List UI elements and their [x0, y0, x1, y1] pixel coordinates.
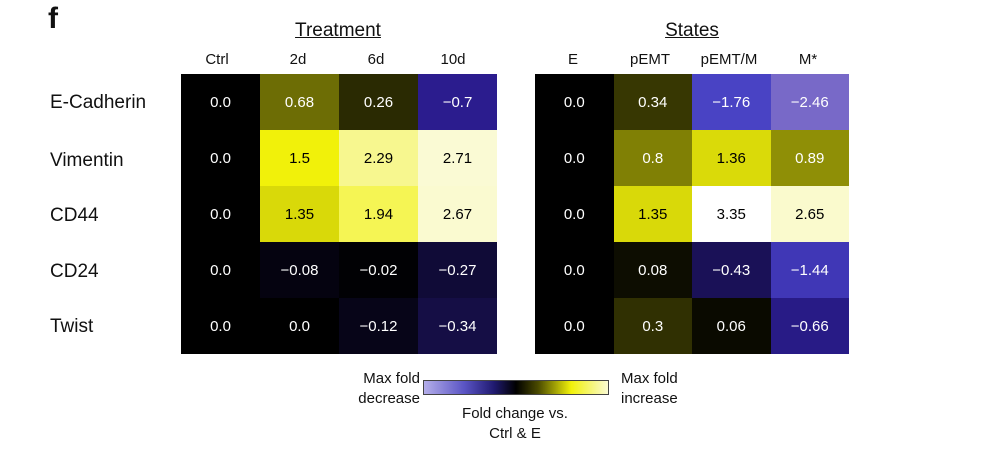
legend-increase-line-1: Max fold [621, 370, 678, 387]
heatmap-cell-treatment-r1-c3: 0.26 [339, 74, 418, 130]
heatmap-cell-states-r2-c2: 0.8 [613, 130, 692, 186]
legend-increase-label: Max fold increase [621, 369, 711, 409]
heatmap-cell-treatment-r4-c1: 0.0 [181, 242, 260, 298]
heatmap-cell-states-r3-c4: 2.65 [770, 186, 849, 242]
heatmap-cell-treatment-r4-c4: −0.27 [418, 242, 497, 298]
heatmap-cell-states-r3-c1: 0.0 [535, 186, 614, 242]
heatmap-cell-states-r1-c2: 0.34 [613, 74, 692, 130]
legend-increase-line-2: increase [621, 390, 678, 407]
colorbar [423, 380, 609, 395]
heatmap-cell-states-r5-c3: 0.06 [692, 298, 771, 354]
heatmap-cell-states-r4-c2: 0.08 [613, 242, 692, 298]
heatmap-cell-treatment-r5-c1: 0.0 [181, 298, 260, 354]
column-label-states-1: E [567, 51, 578, 68]
heatmap-cell-treatment-r4-c2: −0.08 [260, 242, 339, 298]
legend-decrease-line-1: Max fold [363, 370, 420, 387]
heatmap-cell-treatment-r5-c2: 0.0 [260, 298, 339, 354]
heatmap-cell-states-r1-c4: −2.46 [770, 74, 849, 130]
heatmap-cell-states-r4-c4: −1.44 [770, 242, 849, 298]
column-label-treatment-3: 6d [367, 51, 385, 68]
column-label-states-2: pEMT [629, 51, 670, 68]
column-label-states-4: M* [798, 51, 818, 68]
column-label-states-3: pEMT/M [700, 51, 758, 68]
heatmap-cell-treatment-r1-c1: 0.0 [181, 74, 260, 130]
heatmap-cell-treatment-r1-c4: −0.7 [418, 74, 497, 130]
heatmap-cell-treatment-r2-c1: 0.0 [181, 130, 260, 186]
treatment-title: Treatment [295, 20, 381, 41]
row-label-twist: Twist [50, 316, 94, 337]
column-label-treatment-1: Ctrl [205, 51, 229, 68]
colorbar-caption: Fold change vs. Ctrl & E [420, 404, 610, 444]
legend-decrease-line-2: decrease [358, 390, 420, 407]
heatmap-cell-treatment-r5-c4: −0.34 [418, 298, 497, 354]
legend-decrease-label: Max fold decrease [330, 369, 420, 409]
row-label-cd24: CD24 [50, 261, 99, 282]
heatmap-cell-states-r4-c3: −0.43 [692, 242, 771, 298]
column-label-treatment-4: 10d [440, 51, 466, 68]
panel-letter: f [48, 2, 58, 35]
colorbar-caption-line-1: Fold change vs. [462, 405, 568, 422]
heatmap-cell-states-r1-c1: 0.0 [535, 74, 614, 130]
heatmap-cell-states-r3-c3: 3.35 [692, 186, 771, 242]
heatmap-cell-states-r5-c4: −0.66 [770, 298, 849, 354]
heatmap-cell-states-r1-c3: −1.76 [692, 74, 771, 130]
heatmap-cell-states-r4-c1: 0.0 [535, 242, 614, 298]
heatmap-cell-treatment-r5-c3: −0.12 [339, 298, 418, 354]
heatmap-cell-treatment-r1-c2: 0.68 [260, 74, 339, 130]
heatmap-cell-treatment-r2-c2: 1.5 [260, 130, 339, 186]
row-label-e-cadherin: E-Cadherin [50, 92, 147, 113]
heatmap-cell-states-r3-c2: 1.35 [613, 186, 692, 242]
row-label-cd44: CD44 [50, 205, 99, 226]
heatmap-cell-states-r2-c3: 1.36 [692, 130, 771, 186]
row-label-vimentin: Vimentin [50, 150, 124, 171]
heatmap-cell-states-r5-c2: 0.3 [613, 298, 692, 354]
heatmap-cell-states-r2-c4: 0.89 [770, 130, 849, 186]
colorbar-caption-line-2: Ctrl & E [489, 425, 541, 442]
heatmap-cell-treatment-r3-c2: 1.35 [260, 186, 339, 242]
heatmap-cell-treatment-r2-c3: 2.29 [339, 130, 418, 186]
heatmap-cell-states-r2-c1: 0.0 [535, 130, 614, 186]
heatmap-cell-states-r5-c1: 0.0 [535, 298, 614, 354]
column-label-treatment-2: 2d [289, 51, 307, 68]
states-title: States [665, 20, 719, 41]
heatmap-cell-treatment-r2-c4: 2.71 [418, 130, 497, 186]
heatmap-cell-treatment-r3-c1: 0.0 [181, 186, 260, 242]
heatmap-cell-treatment-r3-c4: 2.67 [418, 186, 497, 242]
heatmap-cell-treatment-r4-c3: −0.02 [339, 242, 418, 298]
heatmap-cell-treatment-r3-c3: 1.94 [339, 186, 418, 242]
